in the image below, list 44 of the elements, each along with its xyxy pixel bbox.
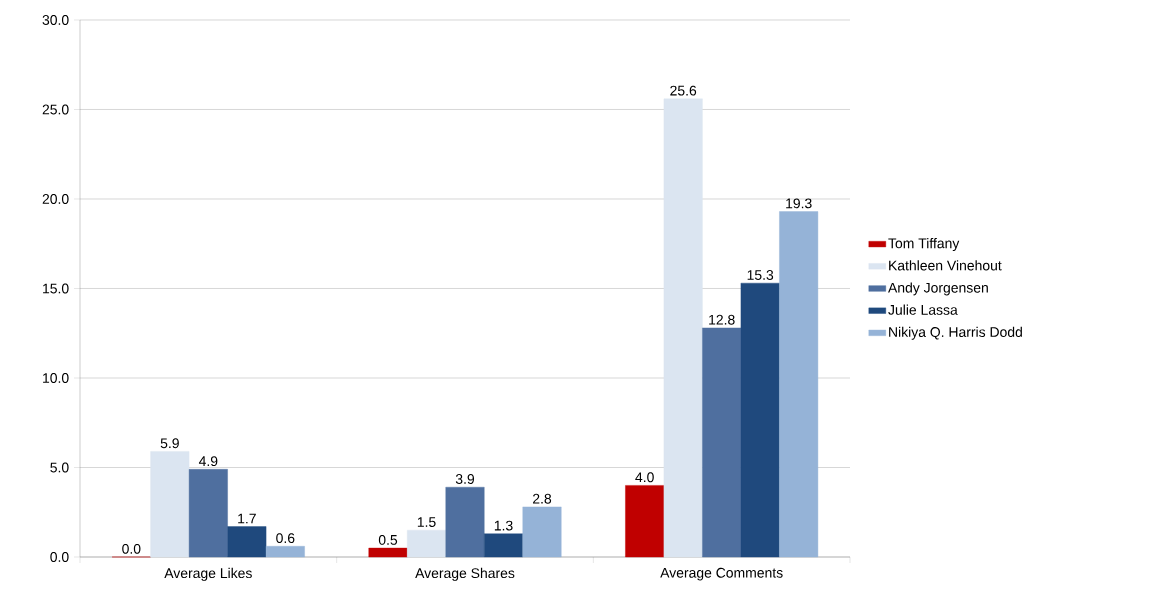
data-label: 0.5	[378, 534, 398, 545]
legend-label: Kathleen Vinehout	[889, 260, 1002, 271]
bar	[265, 546, 305, 558]
data-label: 4.0	[635, 472, 654, 483]
data-label: 19.3	[786, 198, 812, 209]
data-label: 1.3	[494, 520, 513, 531]
data-label: 15.3	[747, 270, 774, 280]
bar	[150, 451, 190, 558]
y-tick-label: 0.0	[50, 552, 69, 562]
bar	[188, 469, 228, 558]
bar	[407, 529, 446, 558]
bar	[663, 98, 703, 558]
bar	[740, 282, 780, 558]
data-label: 4.9	[198, 456, 218, 467]
data-label: 2.8	[533, 493, 552, 504]
y-tick-label: 5.0	[50, 462, 69, 473]
x-tick-label: Average Likes	[164, 567, 252, 581]
legend-label: Nikiya Q. Harris Dodd	[889, 326, 1022, 340]
y-tick-label: 30.0	[42, 15, 69, 25]
bar	[522, 506, 562, 558]
y-tick-label: 10.0	[43, 373, 69, 383]
bar	[779, 211, 819, 558]
x-tick-label: Average Shares	[415, 567, 515, 581]
bar	[625, 485, 665, 558]
bar	[484, 533, 523, 558]
data-label: 3.9	[455, 474, 475, 484]
bar	[445, 486, 485, 558]
data-label: 25.6	[670, 85, 697, 96]
y-tick-label: 15.0	[43, 283, 69, 294]
data-label: 12.8	[709, 314, 735, 325]
legend-label: Tom Tiffany	[888, 238, 960, 252]
data-label: 0.6	[276, 533, 295, 544]
y-tick-label: 20.0	[42, 194, 69, 204]
legend-label: Andy Jorgensen	[888, 282, 988, 296]
legend-label: Julie Lassa	[888, 304, 958, 315]
data-label: 1.5	[417, 517, 436, 527]
bar	[227, 526, 267, 558]
bar	[702, 327, 742, 558]
data-label: 5.9	[160, 438, 179, 449]
bar	[368, 547, 408, 558]
y-tick-label: 25.0	[42, 104, 69, 115]
data-label: 0.0	[122, 543, 141, 554]
data-label: 1.7	[238, 513, 256, 524]
x-tick-label: Average Comments	[660, 567, 783, 581]
